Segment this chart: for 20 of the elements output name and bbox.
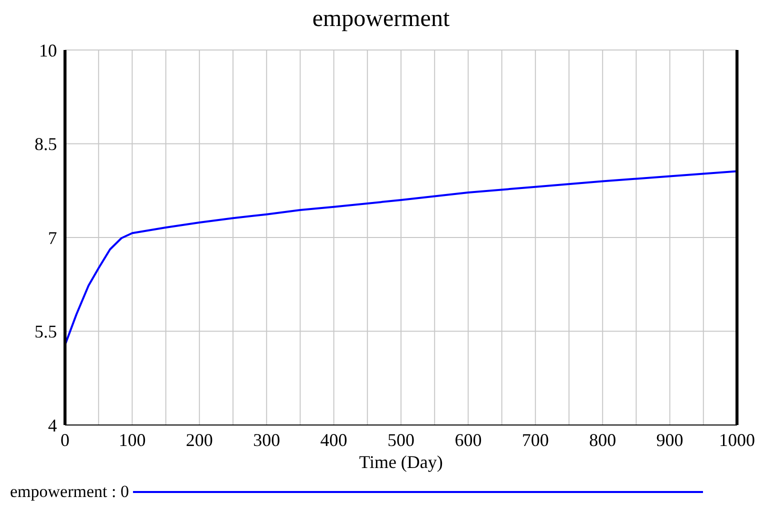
chart-title: empowerment (311, 6, 451, 33)
x-tick-label: 400 (320, 430, 348, 450)
x-tick-label: 900 (656, 430, 684, 450)
y-tick-label: 4 (48, 415, 57, 436)
x-axis-title: Time (Day) (358, 452, 444, 473)
line-series (65, 170, 737, 346)
text: empowerment : 0 (10, 482, 129, 502)
y-tick-label: 8.5 (34, 134, 57, 154)
y-tick-label: 7 (48, 228, 57, 248)
x-tick-label: 500 (388, 430, 414, 450)
x-tick-label: 300 (253, 430, 280, 450)
y-tick-label: 5.5 (34, 322, 57, 342)
x-tick-label: 600 (454, 430, 482, 450)
x-tick-label: 100 (118, 430, 146, 450)
x-tick-label: 800 (589, 430, 616, 450)
x-tick-label: 200 (186, 430, 213, 450)
y-tick-label: 10 (39, 40, 57, 60)
x-tick-label: 700 (522, 430, 549, 450)
x-tick-label: 0 (60, 430, 70, 450)
x-tick-label: 1000 (719, 430, 755, 450)
